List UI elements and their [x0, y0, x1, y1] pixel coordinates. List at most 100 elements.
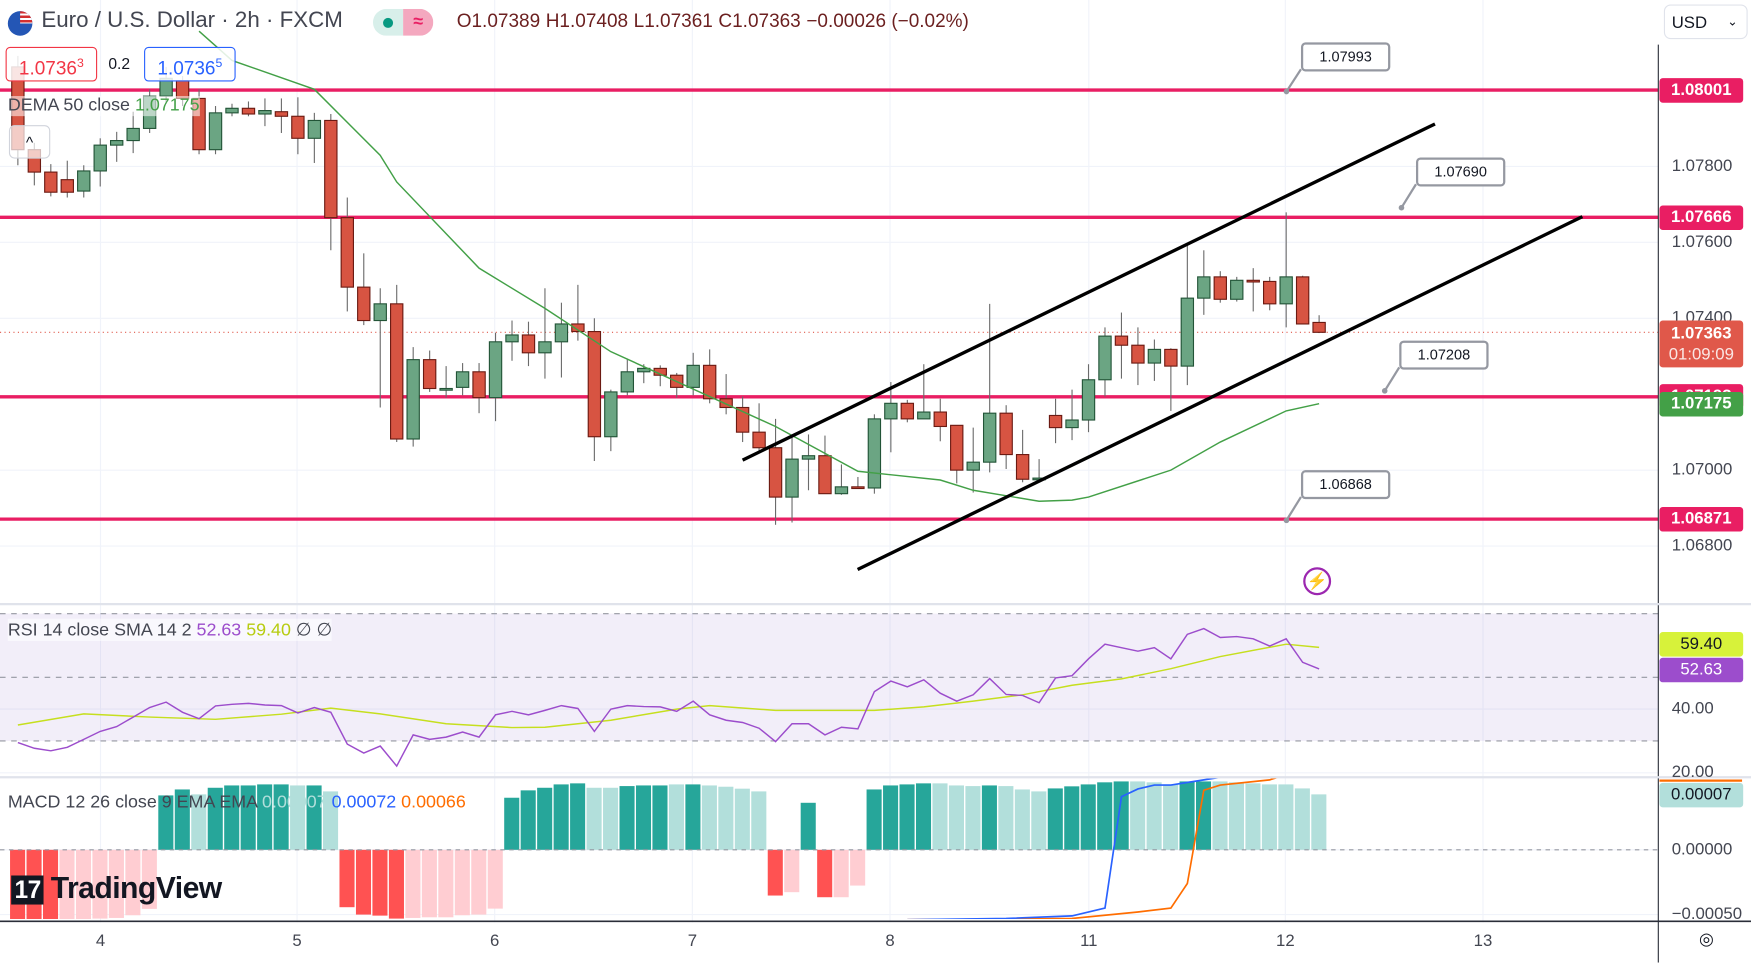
- price-callout[interactable]: 1.06868: [1300, 470, 1391, 500]
- rsi-legend[interactable]: RSI 14 close SMA 14 2 52.63 59.40 ∅ ∅: [7, 618, 333, 641]
- macd-histogram-bar: [734, 788, 750, 850]
- tv-mark-icon: 17: [11, 875, 45, 905]
- macd-histogram-bar: [125, 849, 141, 916]
- macd-histogram-bar: [141, 849, 157, 909]
- lightning-alert-icon[interactable]: ⚡: [1303, 567, 1332, 596]
- candle-up: [77, 170, 91, 192]
- macd-histogram-bar: [685, 784, 701, 850]
- candle-up: [406, 359, 420, 440]
- price-callout[interactable]: 1.07690: [1415, 157, 1506, 187]
- dema-legend[interactable]: DEMA 50 close 1.07175: [7, 96, 200, 117]
- macd-histogram-bar: [323, 791, 339, 850]
- candle-down: [1164, 348, 1178, 367]
- level-price-tag: 1.07666: [1659, 204, 1744, 230]
- candle-up: [867, 418, 882, 489]
- time-label: 13: [1473, 931, 1493, 951]
- macd-histogram-bar: [817, 849, 833, 898]
- macd-histogram-bar: [1146, 782, 1162, 850]
- macd-histogram-bar: [92, 849, 108, 919]
- currency-dropdown[interactable]: USD ⌄: [1663, 4, 1748, 40]
- candle-down: [1312, 321, 1326, 333]
- bar-countdown: 01:09:09: [1668, 344, 1734, 364]
- candle-up: [1098, 335, 1112, 381]
- callout-pointer: [1285, 68, 1302, 93]
- macd-histogram-bar: [421, 849, 437, 918]
- symbol-title[interactable]: Euro / U.S. Dollar · 2h · FXCM: [41, 7, 343, 33]
- buy-button[interactable]: 1.07365: [144, 46, 236, 82]
- macd-histogram-bar: [619, 786, 635, 850]
- data-wave-icon: ≈: [403, 8, 434, 36]
- dema-line: [198, 30, 1320, 502]
- eu-us-flag-icon: [7, 11, 33, 36]
- macd-histogram-bar: [1245, 783, 1261, 850]
- macd-histogram-bar: [108, 849, 124, 918]
- macd-histogram-bar: [1080, 784, 1096, 850]
- horizontal-levels: [0, 68, 1659, 524]
- macd-histogram-bar: [388, 849, 404, 919]
- price-callout[interactable]: 1.07993: [1300, 42, 1391, 72]
- last-price-tag: 1.07363 01:09:09: [1659, 320, 1744, 367]
- macd-histogram-bar: [487, 849, 503, 909]
- candle-up: [488, 341, 503, 399]
- dema-price-tag: 1.07175: [1659, 391, 1744, 416]
- time-label: 12: [1276, 931, 1295, 951]
- price-callout[interactable]: 1.07208: [1399, 340, 1489, 370]
- collapse-legend-button[interactable]: ^: [8, 125, 51, 159]
- macd-histogram-bar: [257, 784, 273, 850]
- macd-histogram-bar: [42, 849, 59, 920]
- macd-pane: [0, 778, 1659, 920]
- macd-histogram-bar: [1278, 784, 1294, 850]
- macd-histogram-bar: [833, 849, 849, 898]
- candle-up: [1279, 276, 1293, 305]
- callout-pointer: [1285, 496, 1302, 521]
- trend-line-upper: [741, 122, 1436, 462]
- macd-histogram-bar: [948, 785, 964, 850]
- candle-up: [225, 107, 239, 114]
- candles: [11, 55, 1326, 525]
- brand-name: TradingView: [50, 871, 222, 905]
- macd-histogram-bar: [915, 783, 932, 850]
- callout-anchor: [1283, 88, 1290, 95]
- candle-up: [686, 364, 700, 388]
- callout-pointer: [1383, 366, 1401, 392]
- rsi-line: [17, 627, 1320, 768]
- high-value: H1.07408: [545, 10, 629, 32]
- time-label: 4: [95, 931, 106, 951]
- macd-histogram-bar: [174, 789, 190, 850]
- candle-up: [109, 140, 124, 146]
- candle-down: [900, 402, 915, 420]
- candle-down: [1262, 280, 1277, 305]
- macd-histogram-bar: [932, 783, 948, 850]
- candle-up: [439, 387, 453, 391]
- macd-histogram-bar: [586, 787, 602, 850]
- macd-histogram-bar: [570, 783, 586, 850]
- macd-line: [907, 778, 1219, 920]
- macd-histogram-bar: [520, 790, 536, 850]
- candle-down: [768, 447, 783, 498]
- candle-down: [1246, 279, 1260, 283]
- macd-histogram-bar: [1047, 788, 1063, 850]
- macd-histogram-bar: [290, 785, 306, 850]
- macd-histogram-bar: [883, 785, 899, 850]
- macd-histogram-bar: [537, 787, 553, 850]
- chevron-up-icon: ^: [25, 132, 34, 151]
- market-status[interactable]: ≈: [372, 8, 434, 36]
- macd-hist-tag: 0.00007: [1659, 782, 1744, 808]
- settings-eye-icon[interactable]: ◎: [1699, 930, 1714, 950]
- callout-pointer: [1400, 183, 1417, 209]
- macd-histogram-bar: [1195, 781, 1212, 850]
- rsi-tag: 52.63: [1659, 657, 1744, 683]
- candle-up: [917, 411, 931, 420]
- tradingview-logo[interactable]: 17 TradingView: [11, 871, 222, 906]
- macd-legend[interactable]: MACD 12 26 close 9 EMA EMA 0.00007 0.000…: [8, 793, 466, 813]
- dema-title: DEMA 50 close: [7, 96, 130, 116]
- buy-price-pip: 5: [215, 56, 223, 71]
- change-value: −0.00026 (−0.02%): [806, 10, 969, 32]
- trend-line-lower: [856, 215, 1584, 572]
- candle-down: [44, 171, 58, 193]
- sell-button[interactable]: 1.07363: [5, 46, 98, 82]
- candle-up: [538, 341, 552, 354]
- rsi-title: RSI 14 close SMA 14 2: [7, 620, 192, 640]
- spread-value: 0.2: [108, 54, 131, 73]
